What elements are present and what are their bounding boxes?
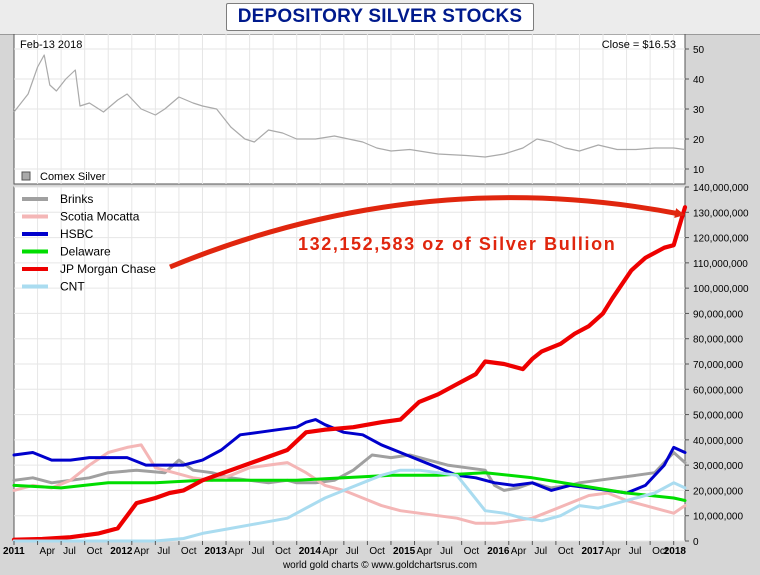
stocks-y-tick-label: 0 xyxy=(693,537,699,548)
x-tick-label: Oct xyxy=(275,546,291,557)
stocks-y-tick-label: 70,000,000 xyxy=(693,360,743,371)
x-tick-label: 2016 xyxy=(487,546,510,557)
legend-label-brinks: Brinks xyxy=(60,192,93,206)
price-y-tick-label: 20 xyxy=(693,135,705,146)
legend-label-scotia-mocatta: Scotia Mocatta xyxy=(60,210,140,224)
x-tick-label: Apr xyxy=(605,546,621,557)
x-tick-label: Apr xyxy=(417,546,433,557)
stocks-y-tick-label: 110,000,000 xyxy=(693,259,748,270)
price-y-tick-label: 10 xyxy=(693,165,705,176)
x-tick-label: 2012 xyxy=(110,546,133,557)
x-axis: 2011 Apr Jul Oct 2012 Apr Jul Oct 2013 Apr Jul Oct 2… xyxy=(3,541,686,557)
x-tick-label: Apr xyxy=(511,546,527,557)
x-tick-label: Apr xyxy=(228,546,244,557)
x-tick-label: Oct xyxy=(181,546,197,557)
title-bar: DEPOSITORY SILVER STOCKS xyxy=(0,0,760,35)
x-tick-label: Apr xyxy=(40,546,56,557)
stocks-y-tick-label: 100,000,000 xyxy=(693,284,749,295)
stocks-series xyxy=(11,205,688,543)
price-y-tick-label: 50 xyxy=(693,45,705,56)
annotation-text: 132,152,583 oz of Silver Bullion xyxy=(298,234,616,254)
legend-label-hsbc: HSBC xyxy=(60,227,94,241)
stocks-y-tick-label: 120,000,000 xyxy=(693,234,749,245)
legend-label-jp-morgan-chase: JP Morgan Chase xyxy=(60,262,156,276)
x-tick-label: Jul xyxy=(629,546,642,557)
x-tick-label: Apr xyxy=(322,546,338,557)
x-tick-label: 2018 xyxy=(664,546,687,557)
stocks-y-tick-label: 90,000,000 xyxy=(693,309,743,320)
x-tick-label: 2013 xyxy=(204,546,227,557)
stocks-y-tick-label: 80,000,000 xyxy=(693,335,743,346)
date-label: Feb-13 2018 xyxy=(20,39,82,51)
series-line-comex-silver xyxy=(13,54,686,158)
x-tick-label: Jul xyxy=(534,546,547,557)
x-tick-label: Jul xyxy=(252,546,265,557)
stocks-y-tick-label: 140,000,000 xyxy=(693,183,749,194)
series-line-delaware xyxy=(12,471,687,502)
close-label: Close = $16.53 xyxy=(602,39,676,51)
legend-label-delaware: Delaware xyxy=(60,245,111,259)
x-tick-label: 2011 xyxy=(3,546,25,557)
x-tick-label: 2017 xyxy=(581,546,604,557)
stocks-y-tick-label: 20,000,000 xyxy=(693,486,743,497)
price-y-tick-label: 40 xyxy=(693,75,705,86)
stocks-y-tick-label: 40,000,000 xyxy=(693,436,743,447)
series-line-cnt xyxy=(12,468,687,543)
annotation-arrow xyxy=(169,195,685,270)
price-series xyxy=(13,54,686,158)
stocks-y-axis: 0 10,000,000 20,000,000 30,000,000 40,000,00… xyxy=(685,183,749,548)
x-tick-label: Oct xyxy=(87,546,103,557)
stocks-y-tick-label: 130,000,000 xyxy=(693,208,749,219)
legend: Brinks Scotia Mocatta HSBC Delaware JP Morga… xyxy=(22,192,156,294)
chart-title: DEPOSITORY SILVER STOCKS xyxy=(226,3,534,31)
x-tick-label: Oct xyxy=(558,546,574,557)
x-tick-label: 2015 xyxy=(393,546,416,557)
price-y-axis: 10 20 30 40 50 xyxy=(685,45,705,176)
series-line-scotia-mocatta xyxy=(12,443,687,525)
x-tick-label: 2014 xyxy=(299,546,322,557)
stocks-y-tick-label: 30,000,000 xyxy=(693,461,743,472)
legend-label-cnt: CNT xyxy=(60,280,85,294)
x-tick-label: Oct xyxy=(369,546,385,557)
x-tick-label: Jul xyxy=(157,546,170,557)
x-tick-label: Jul xyxy=(346,546,359,557)
stocks-y-tick-label: 10,000,000 xyxy=(693,512,743,523)
x-tick-label: Jul xyxy=(63,546,76,557)
x-tick-label: Oct xyxy=(464,546,480,557)
x-tick-label: Oct xyxy=(652,546,668,557)
stocks-y-tick-label: 60,000,000 xyxy=(693,385,743,396)
x-tick-label: Apr xyxy=(134,546,150,557)
stocks-y-tick-label: 50,000,000 xyxy=(693,411,743,422)
comex-silver-legend-label: Comex Silver xyxy=(40,171,106,183)
x-tick-label: Jul xyxy=(440,546,453,557)
series-line-jp-morgan-chase xyxy=(11,205,688,542)
comex-silver-legend-swatch xyxy=(21,171,31,181)
chart-area: 10 20 30 40 50 Feb-13 2018 Close = $16.53 Co… xyxy=(3,34,749,571)
footer-credit: world gold charts © www.goldchartsrus.co… xyxy=(282,560,477,571)
price-y-tick-label: 30 xyxy=(693,105,705,116)
